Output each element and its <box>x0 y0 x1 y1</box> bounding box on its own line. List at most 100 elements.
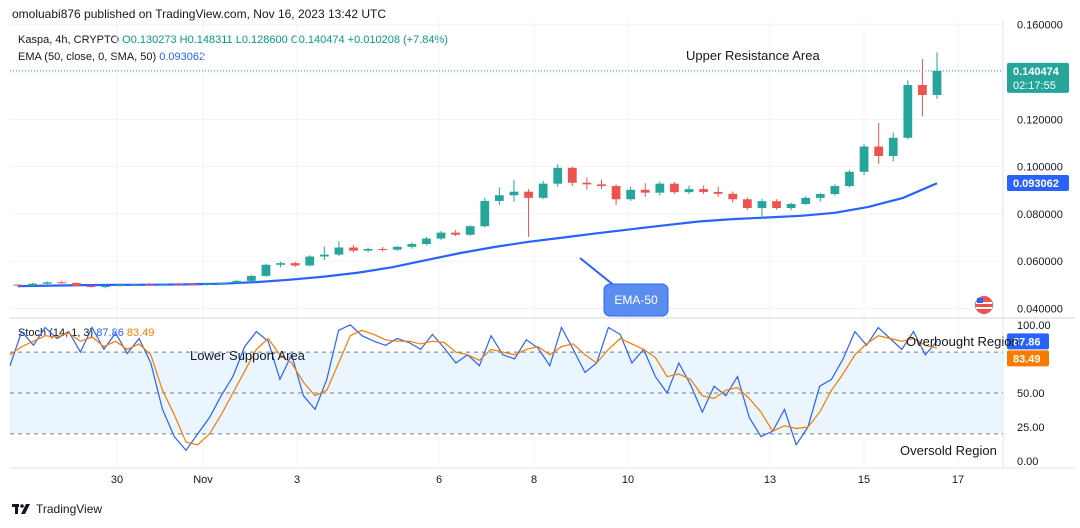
candle-body <box>276 263 285 265</box>
candle-body <box>684 189 694 193</box>
time-tick-label: 3 <box>294 474 300 486</box>
flag-canton <box>977 298 983 303</box>
last-price-badge <box>1007 62 1069 93</box>
candle-body <box>728 193 738 200</box>
candle-body <box>655 183 665 193</box>
ema-value: 0.093062 <box>159 51 206 63</box>
stoch-d-badge <box>1007 350 1049 367</box>
ema-price-badge <box>1007 175 1069 192</box>
time-tick-label: 6 <box>436 474 442 486</box>
overbought-annotation: Overbought Region <box>906 334 1019 349</box>
time-tick-label: 30 <box>111 474 123 486</box>
time-tick-label: Nov <box>193 474 213 486</box>
candle-body <box>392 246 402 250</box>
time-tick-label: 8 <box>531 474 537 486</box>
price-tick-label: 0.120000 <box>1017 114 1063 126</box>
stoch-d-value: 83.49 <box>126 327 155 339</box>
symbol-label[interactable]: Kaspa, 4h, CRYPTO <box>18 34 120 46</box>
upper-resistance-annotation: Upper Resistance Area <box>686 48 820 63</box>
candle-body <box>436 232 446 239</box>
candle-body <box>42 282 52 284</box>
candle-body <box>174 283 183 285</box>
ema-legend: EMA (50, close, 0, SMA, 50) 0.093062 <box>18 51 205 63</box>
candle-body <box>509 191 519 196</box>
candle-body <box>407 243 417 247</box>
candle-body <box>815 194 825 198</box>
candle-body <box>261 264 271 276</box>
stoch-d-axis-label: 83.49 <box>1013 353 1041 365</box>
publisher-header: omoluabi876 published on TradingView.com… <box>12 7 387 21</box>
candle-body <box>378 248 388 250</box>
candle-body <box>101 286 110 288</box>
candle-body <box>232 280 242 283</box>
flag-stripe <box>976 302 992 304</box>
ohlc-values: O0.130273 H0.148311 L0.128600 C0.140474 … <box>122 34 448 46</box>
candle-body <box>188 284 198 286</box>
time-tick-label: 13 <box>764 474 776 486</box>
flag-stripe <box>976 307 992 309</box>
candle-body <box>538 183 548 198</box>
candle-body <box>480 200 490 227</box>
tradingview-footer[interactable]: TradingView <box>12 502 102 516</box>
bar-countdown-label: 02:17:55 <box>1013 80 1056 92</box>
candle-body <box>451 232 460 235</box>
stoch-k-line <box>9 324 938 452</box>
candle-body <box>918 85 927 95</box>
last-price-label: 0.140474 <box>1013 66 1060 78</box>
stoch-tick-label: 25.00 <box>1017 422 1045 434</box>
ema-callout-box <box>603 283 669 317</box>
ema-callout-label: EMA-50 <box>614 293 658 307</box>
price-tick-label: 0.080000 <box>1017 209 1063 221</box>
candle-body <box>130 284 140 286</box>
stoch-tick-label: 100.00 <box>1017 320 1051 332</box>
candle-body <box>13 284 23 286</box>
candle-body <box>524 191 533 198</box>
candle-body <box>597 184 606 187</box>
candle-body <box>144 284 154 286</box>
tradingview-brand: TradingView <box>36 502 103 516</box>
candle-body <box>57 282 67 284</box>
candle-body <box>830 186 840 195</box>
stoch-d-line <box>9 329 938 446</box>
candle-body <box>888 137 898 156</box>
candle-body <box>670 183 679 193</box>
candle-body <box>611 186 621 200</box>
candle-body <box>772 201 781 209</box>
stoch-legend: Stoch (14, 1, 3) 87.86 83.49 <box>18 327 154 339</box>
candle-body <box>422 238 431 244</box>
ema-label[interactable]: EMA (50, close, 0, SMA, 50) <box>18 51 157 63</box>
candle-body <box>640 189 650 193</box>
us-flag-icon <box>975 296 993 314</box>
candle-body <box>567 167 577 183</box>
candle-body <box>28 283 37 286</box>
candle-body <box>349 247 358 251</box>
candle-body <box>713 191 723 194</box>
stoch-tick-label: 0.00 <box>1017 456 1038 468</box>
stoch-k-badge <box>1007 333 1049 350</box>
candle-body <box>582 182 592 185</box>
stoch-k-axis-label: 87.86 <box>1013 336 1041 348</box>
price-tick-label: 0.100000 <box>1017 162 1063 174</box>
candle-body <box>801 197 811 205</box>
symbol-legend: Kaspa, 4h, CRYPTO O0.130273 H0.148311 L0… <box>18 34 448 46</box>
stoch-tick-label: 50.00 <box>1017 388 1045 400</box>
candle-body <box>553 167 563 184</box>
candle-body <box>626 189 636 200</box>
price-tick-label: 0.160000 <box>1017 20 1063 32</box>
candle-body <box>247 275 256 281</box>
candle-body <box>319 254 329 257</box>
candle-body <box>115 284 125 287</box>
candle-body <box>71 282 81 286</box>
candle-body <box>845 171 854 187</box>
candle-body <box>786 204 796 209</box>
candle-body <box>757 201 767 209</box>
candle-body <box>874 146 884 156</box>
candle-body <box>290 263 300 266</box>
candle-body <box>334 247 344 255</box>
stoch-label[interactable]: Stoch (14, 1, 3) <box>18 327 94 339</box>
candle-body <box>159 283 169 285</box>
oversold-annotation: Oversold Region <box>900 443 997 458</box>
tradingview-logo-icon <box>12 504 30 514</box>
ema-50-line <box>17 182 938 288</box>
